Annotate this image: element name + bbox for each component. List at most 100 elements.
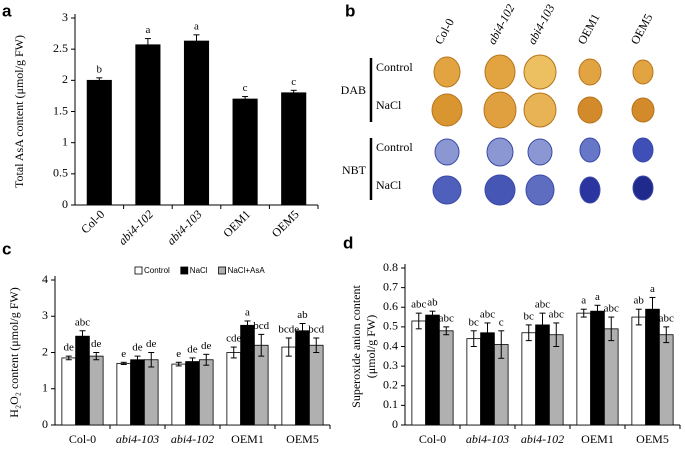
x-tick-label: OEM5 <box>636 432 669 446</box>
column-label: abi4-102 <box>485 2 518 47</box>
x-tick-label: OEM1 <box>231 432 264 446</box>
error-bar <box>96 77 103 84</box>
bar <box>171 363 187 426</box>
significance-letter: a <box>650 283 655 295</box>
bar <box>226 352 242 426</box>
x-tick-label: abi4-102 <box>171 432 214 446</box>
y-tick-label: 0.6 <box>383 299 398 313</box>
x-tick-label: abi4-102 <box>521 432 564 446</box>
x-tick-label: abi4-103 <box>164 207 205 248</box>
column-label: Col-0 <box>432 16 457 47</box>
x-tick-label: OEM5 <box>269 207 302 240</box>
significance-letter: c <box>499 316 504 328</box>
x-tick-label: OEM5 <box>286 432 319 446</box>
error-bar <box>470 330 477 347</box>
significance-letter: bc <box>524 310 535 322</box>
x-tick-label: OEM1 <box>581 432 614 446</box>
y-axis-label: Total AsA content (μmol/g FW) <box>12 35 26 188</box>
bar <box>232 98 258 206</box>
bar <box>308 344 324 426</box>
bar <box>535 324 550 426</box>
x-tick-label: abi4-102 <box>115 207 156 248</box>
y-tick-label: 3 <box>62 10 68 24</box>
y-tick-label: 1 <box>62 134 68 148</box>
row-label: NaCl <box>376 98 402 112</box>
y-tick-label: 0 <box>392 417 398 431</box>
bar <box>253 344 269 426</box>
bar <box>658 334 674 426</box>
significance-letter: bcde <box>278 324 299 336</box>
bar <box>130 359 145 426</box>
bar <box>425 314 440 426</box>
error-bar <box>175 361 182 367</box>
y-tick-label: 2.5 <box>53 41 68 55</box>
column-label: OEM1 <box>575 11 603 46</box>
significance-letter: de <box>146 338 157 350</box>
significance-letter: a <box>595 291 600 303</box>
error-bar <box>65 355 72 361</box>
significance-letter: bcd <box>253 320 269 332</box>
error-bar <box>189 357 196 366</box>
bar <box>631 316 647 426</box>
legend-label: Control <box>144 266 170 275</box>
bar <box>295 330 310 426</box>
legend-label: NaCl+AsA <box>228 266 266 275</box>
panel-label: d <box>343 233 353 252</box>
significance-letter: b <box>97 63 103 75</box>
bar <box>480 332 495 426</box>
significance-letter: e <box>121 348 126 360</box>
significance-letter: abc <box>480 308 495 320</box>
bar <box>521 332 537 426</box>
significance-letter: abc <box>604 303 619 315</box>
panel-label: a <box>2 1 12 20</box>
y-tick-label: 0.3 <box>383 358 398 372</box>
significance-letter: abc <box>75 316 90 328</box>
error-bar <box>242 96 249 103</box>
y-axis-label: (μmol/g FW) <box>364 315 378 378</box>
error-bar <box>580 308 587 318</box>
significance-letter: abc <box>439 312 454 324</box>
significance-letter: bcd <box>308 324 324 336</box>
significance-letter: de <box>64 342 75 354</box>
y-tick-label: 1.5 <box>53 103 68 117</box>
x-tick-label: OEM1 <box>220 207 253 240</box>
bar <box>548 334 564 426</box>
y-tick-label: 0.4 <box>383 338 398 352</box>
column-label: OEM5 <box>628 11 656 46</box>
significance-letter: de <box>201 340 212 352</box>
bar <box>116 362 132 426</box>
error-bar <box>635 308 642 326</box>
error-bar <box>663 326 670 344</box>
y-tick-label: 3 <box>42 308 48 322</box>
error-bar <box>193 34 200 48</box>
bar <box>603 328 619 426</box>
error-bar <box>415 312 422 330</box>
significance-letter: ab <box>427 297 438 309</box>
significance-letter: de <box>187 343 198 355</box>
y-tick-label: 0.5 <box>53 166 68 180</box>
row-label: Control <box>376 140 413 154</box>
y-tick-label: 0 <box>42 417 48 431</box>
significance-letter: c <box>291 76 296 88</box>
error-bar <box>484 322 491 344</box>
error-bar <box>203 353 210 366</box>
bar <box>645 308 660 426</box>
error-bar <box>93 352 100 361</box>
error-bar <box>553 322 560 347</box>
stain-label: NBT <box>342 163 367 177</box>
panel-label: b <box>345 1 355 20</box>
column-label: abi4-103 <box>525 2 558 47</box>
bar <box>411 320 427 426</box>
significance-letter: de <box>132 342 143 354</box>
x-tick-label: Col-0 <box>78 207 107 236</box>
y-tick-label: 0 <box>62 197 68 211</box>
error-bar <box>313 337 320 353</box>
error-bar <box>429 310 436 320</box>
significance-letter: e <box>176 348 181 360</box>
legend-swatch <box>218 266 226 275</box>
significance-letter: de <box>91 338 102 350</box>
bar <box>438 330 454 426</box>
y-tick-label: 2 <box>62 72 68 86</box>
y-tick-label: 0.7 <box>383 279 398 293</box>
bar <box>590 310 605 426</box>
